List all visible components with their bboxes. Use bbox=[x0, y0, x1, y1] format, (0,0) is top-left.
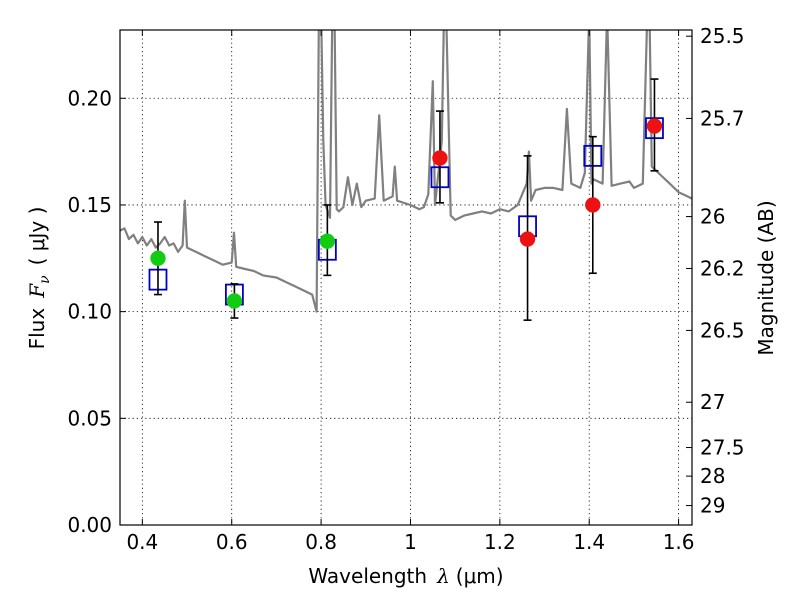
y-tick-label: 0.20 bbox=[67, 86, 112, 110]
y2-tick-label: 26 bbox=[700, 205, 725, 229]
y-tick-label: 0.15 bbox=[67, 193, 112, 217]
y2-tick-label: 27.5 bbox=[700, 436, 745, 460]
observed-flux-point bbox=[432, 150, 448, 166]
observed-flux-point bbox=[150, 250, 166, 267]
observed-flux-point bbox=[226, 293, 243, 309]
y-tick-label: 0.05 bbox=[67, 406, 112, 430]
x-tick-label: 1 bbox=[404, 530, 417, 554]
observed-flux-point bbox=[646, 118, 663, 134]
y-axis-label: FluxFν( μJy ) bbox=[25, 207, 53, 350]
y2-tick-label: 28 bbox=[700, 464, 725, 488]
x-tick-label: 1.2 bbox=[484, 530, 516, 554]
x-axis-label: Wavelength λ (μm) bbox=[308, 564, 503, 588]
y-tick-label: 0.00 bbox=[67, 513, 112, 537]
x-tick-label: 0.4 bbox=[126, 530, 158, 554]
y2-tick-label: 29 bbox=[700, 494, 725, 518]
plot-area bbox=[120, 30, 692, 321]
grid-lines bbox=[120, 30, 692, 525]
y2-tick-label: 27 bbox=[700, 390, 725, 414]
x-tick-label: 0.8 bbox=[305, 530, 337, 554]
observed-flux-point bbox=[319, 233, 336, 249]
axis-ticks: 0.4 0.6 0.8 1 1.2 1.4 1.6 0.00 0.05 0.10 0.15 0.20 2… bbox=[67, 24, 744, 554]
x-tick-label: 0.6 bbox=[216, 530, 248, 554]
y2-tick-label: 25.5 bbox=[700, 24, 745, 48]
y2-tick-label: 25.7 bbox=[700, 106, 745, 130]
y-tick-label: 0.10 bbox=[67, 300, 112, 324]
observed-flux-point bbox=[585, 197, 601, 213]
model-spectrum-line bbox=[120, 30, 692, 313]
x-tick-label: 1.6 bbox=[663, 530, 695, 554]
y2-tick-label: 26.5 bbox=[700, 318, 745, 342]
x-tick-label: 1.4 bbox=[573, 530, 605, 554]
y2-tick-label: 26.2 bbox=[700, 256, 745, 280]
plot-frame bbox=[119, 29, 693, 526]
observed-flux-point bbox=[519, 231, 536, 247]
y2-axis-label: Magnitude (AB) bbox=[754, 200, 778, 355]
